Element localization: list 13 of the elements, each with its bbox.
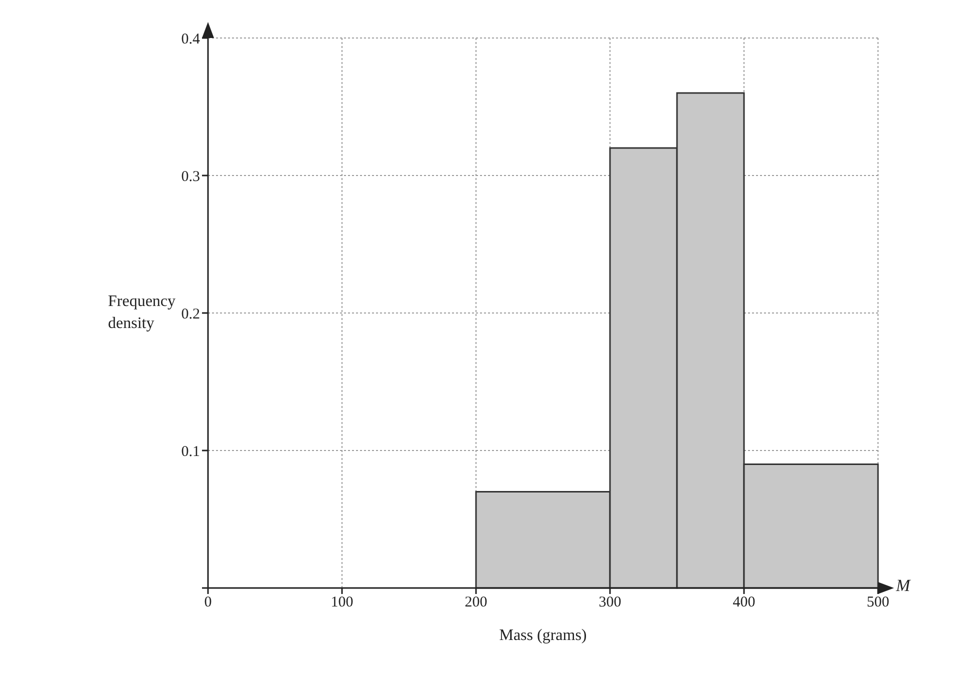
y-tick-label: 0.3 — [181, 168, 200, 185]
y-axis-title: Frequency density — [108, 293, 176, 332]
text: M — [896, 576, 910, 596]
x-tick-label: 500 — [866, 594, 890, 611]
y-tick-label: 0.1 — [181, 444, 200, 460]
x-tick-label: 200 — [464, 594, 488, 611]
x-tick-label: 100 — [330, 594, 354, 611]
x-tick-label: 400 — [732, 594, 756, 611]
y-tick-label: 0.4 — [181, 31, 200, 48]
x-axis-title: Mass (grams) — [499, 627, 587, 644]
x-tick-label: 0 — [204, 594, 212, 611]
y-tick-label: 0.2 — [181, 306, 200, 322]
x-tick-label: 300 — [598, 594, 622, 611]
